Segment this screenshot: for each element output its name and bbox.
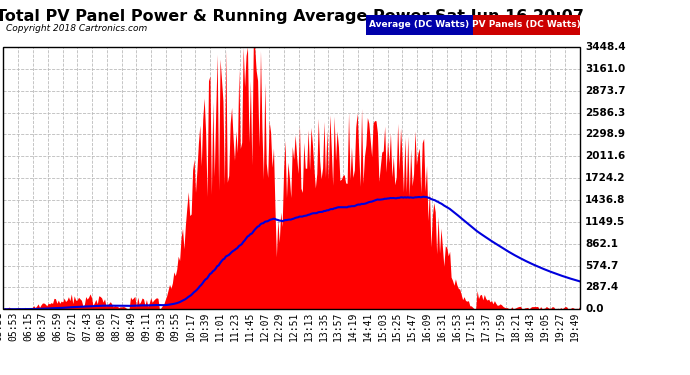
Text: 12:29: 12:29 — [274, 311, 284, 340]
Text: 1436.8: 1436.8 — [585, 195, 626, 205]
Text: 15:03: 15:03 — [377, 311, 388, 340]
Text: 06:37: 06:37 — [38, 311, 48, 340]
Text: 11:23: 11:23 — [230, 311, 240, 340]
Text: 17:15: 17:15 — [466, 311, 476, 340]
Text: 16:09: 16:09 — [422, 311, 432, 340]
Text: 16:53: 16:53 — [451, 311, 462, 340]
Text: 1724.2: 1724.2 — [585, 173, 626, 183]
Text: 09:55: 09:55 — [170, 311, 181, 340]
Text: 07:43: 07:43 — [82, 311, 92, 340]
Text: 06:15: 06:15 — [23, 311, 33, 340]
Text: 18:43: 18:43 — [525, 311, 535, 340]
Text: 3448.4: 3448.4 — [585, 42, 626, 52]
Text: 10:39: 10:39 — [200, 311, 210, 340]
Text: 19:49: 19:49 — [570, 311, 580, 340]
Text: 08:49: 08:49 — [126, 311, 137, 340]
Text: 10:17: 10:17 — [186, 311, 195, 340]
Text: Total PV Panel Power & Running Average Power Sat Jun 16 20:07: Total PV Panel Power & Running Average P… — [0, 9, 584, 24]
Text: 862.1: 862.1 — [585, 239, 618, 249]
Text: Copyright 2018 Cartronics.com: Copyright 2018 Cartronics.com — [6, 24, 147, 33]
Text: 17:59: 17:59 — [495, 311, 506, 340]
Text: Average (DC Watts): Average (DC Watts) — [369, 20, 469, 29]
Text: 2298.9: 2298.9 — [585, 129, 625, 140]
Text: 2873.7: 2873.7 — [585, 86, 626, 96]
Text: 574.7: 574.7 — [585, 261, 618, 271]
Text: 12:07: 12:07 — [259, 311, 269, 340]
Text: 2011.6: 2011.6 — [585, 151, 625, 161]
Text: 14:19: 14:19 — [348, 311, 358, 340]
Text: 1149.5: 1149.5 — [585, 217, 625, 227]
Text: 05:53: 05:53 — [8, 311, 18, 340]
Text: 2586.3: 2586.3 — [585, 108, 625, 117]
Text: 07:21: 07:21 — [68, 311, 77, 340]
Text: 11:45: 11:45 — [244, 311, 255, 340]
Text: 09:11: 09:11 — [141, 311, 151, 340]
Text: PV Panels (DC Watts): PV Panels (DC Watts) — [472, 20, 580, 29]
Text: 13:35: 13:35 — [319, 311, 328, 340]
Text: 19:27: 19:27 — [555, 311, 565, 340]
Text: 15:47: 15:47 — [407, 311, 417, 340]
Text: 08:27: 08:27 — [112, 311, 121, 340]
Text: 19:05: 19:05 — [540, 311, 550, 340]
Text: 15:25: 15:25 — [393, 311, 402, 340]
Text: 12:51: 12:51 — [289, 311, 299, 340]
Text: 13:57: 13:57 — [333, 311, 343, 340]
Text: 05:31: 05:31 — [0, 311, 3, 340]
Text: 3161.0: 3161.0 — [585, 64, 625, 74]
Text: 287.4: 287.4 — [585, 282, 618, 292]
Text: 08:05: 08:05 — [97, 311, 107, 340]
Text: 09:33: 09:33 — [156, 311, 166, 340]
Text: 17:37: 17:37 — [481, 311, 491, 340]
Text: 14:41: 14:41 — [363, 311, 373, 340]
Text: 11:01: 11:01 — [215, 311, 225, 340]
Text: 16:31: 16:31 — [437, 311, 446, 340]
Text: 18:21: 18:21 — [511, 311, 520, 340]
Text: 0.0: 0.0 — [585, 304, 604, 314]
Text: 13:13: 13:13 — [304, 311, 314, 340]
Text: 06:59: 06:59 — [52, 311, 63, 340]
